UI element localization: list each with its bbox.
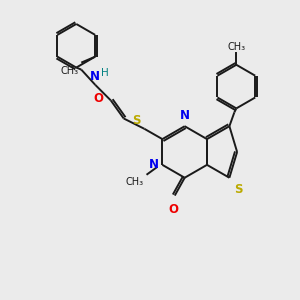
Text: N: N (89, 70, 99, 83)
Text: S: S (132, 114, 140, 127)
Text: H: H (101, 68, 109, 78)
Text: S: S (234, 183, 243, 196)
Text: O: O (93, 92, 103, 105)
Text: CH₃: CH₃ (125, 177, 143, 187)
Text: N: N (180, 109, 190, 122)
Text: CH₃: CH₃ (227, 42, 245, 52)
Text: N: N (148, 158, 158, 171)
Text: CH₃: CH₃ (60, 66, 78, 76)
Text: O: O (169, 202, 179, 215)
